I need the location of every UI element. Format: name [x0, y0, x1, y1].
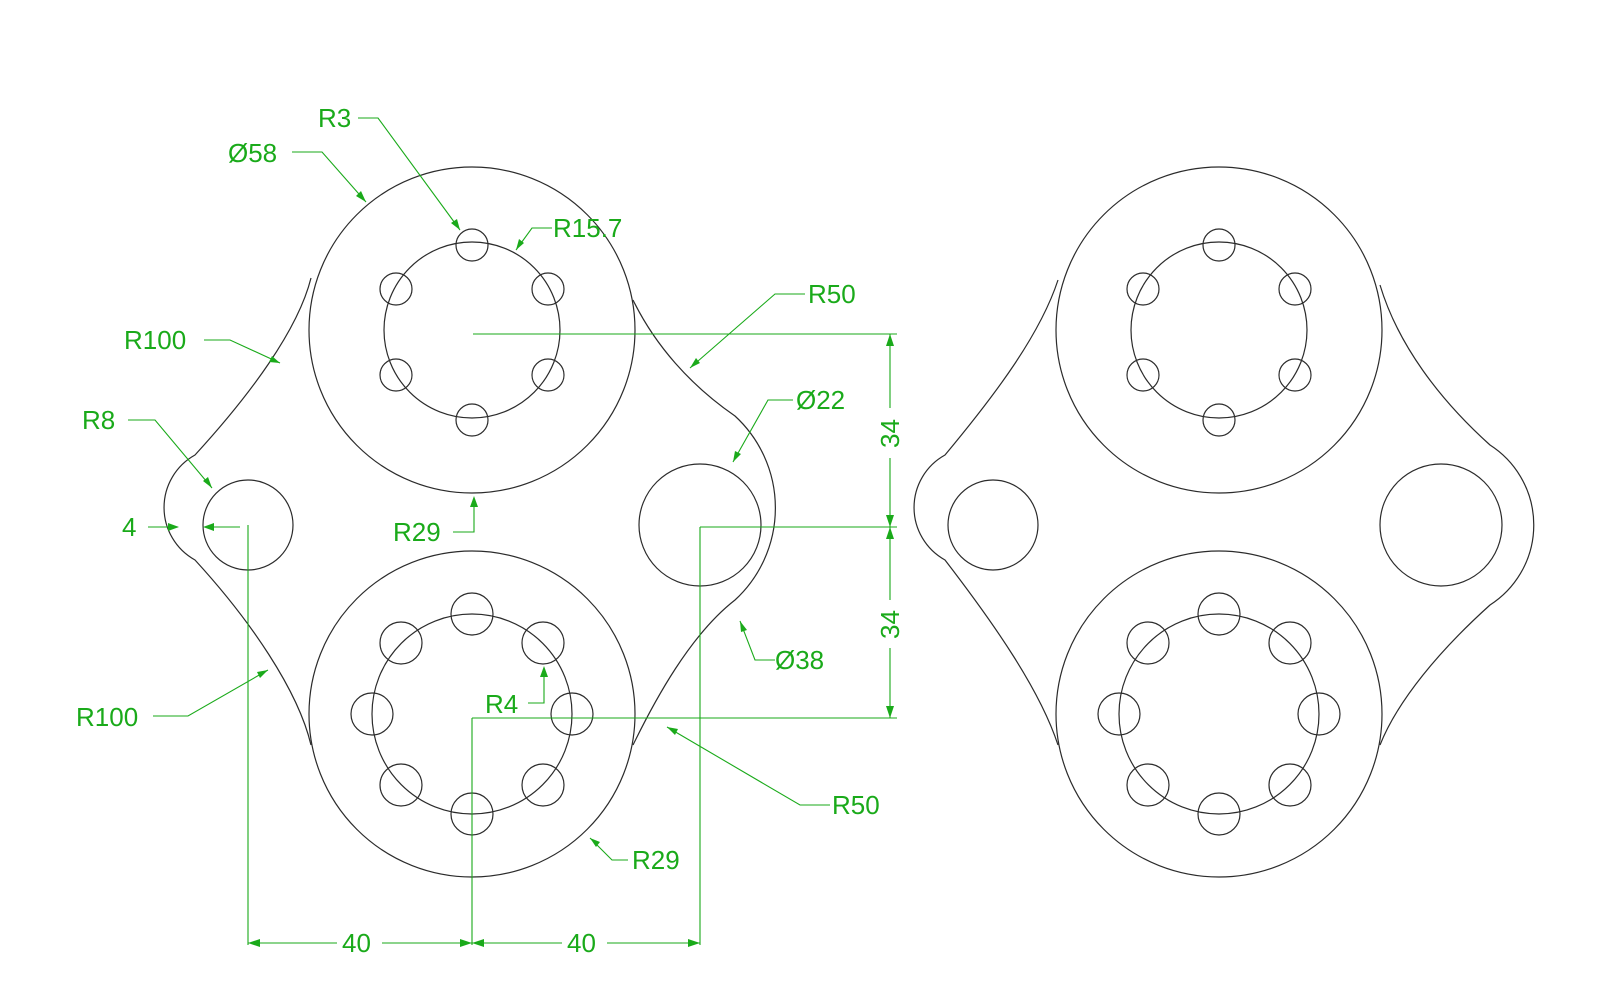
hdim-right-arrow-left — [472, 939, 484, 947]
left-top-hole — [379, 358, 413, 392]
right-top-small-holes — [1126, 228, 1312, 437]
r100-top-leader — [204, 339, 281, 364]
right-bottom-small-holes — [1097, 592, 1341, 836]
hdim-left-arrow-left — [248, 939, 260, 947]
r8-leader — [128, 419, 213, 489]
r3-leader — [358, 117, 461, 231]
hdim-right-arrow-right — [688, 939, 700, 947]
r50-bottom-arrowhead — [667, 727, 678, 735]
right-top-hole — [1202, 403, 1236, 437]
vdim-lower-arrow-bottom — [886, 706, 894, 718]
left-top-hole — [455, 403, 489, 437]
right-bottom-hole — [1126, 621, 1170, 665]
label-r15-7: R15.7 — [553, 213, 622, 243]
four-arrow-right — [203, 523, 214, 531]
right-outer-profile — [913, 279, 1535, 746]
right-bottom-hole — [1126, 763, 1170, 807]
hdim-left-arrow-right — [460, 939, 472, 947]
vdim-upper-arrow-top — [886, 334, 894, 346]
label-dia22: Ø22 — [796, 385, 845, 415]
r15-7-leader — [515, 227, 552, 251]
right-bottom-hole — [1197, 792, 1241, 836]
left-bottom-hole — [379, 621, 423, 665]
r50-bottom-leader — [666, 726, 830, 806]
left-bottom-hole — [521, 621, 565, 665]
r50-top-arrowhead — [690, 358, 700, 368]
four-arrow-left — [168, 523, 179, 531]
left-bottom-hole — [550, 692, 594, 736]
dia38-arrowhead — [740, 621, 747, 632]
left-outer-profile — [163, 277, 776, 746]
right-bottom-hole — [1297, 692, 1341, 736]
left-view-geometry — [163, 166, 776, 878]
label-r50-top: R50 — [808, 279, 856, 309]
label-r8: R8 — [82, 405, 115, 435]
r4-leader — [528, 670, 545, 704]
dia38-leader — [739, 620, 775, 661]
r50-top-leader — [689, 293, 805, 369]
dia58-leader — [292, 151, 367, 203]
label-r100-top: R100 — [124, 325, 186, 355]
right-top-hole — [1126, 272, 1160, 306]
right-bottom-hole — [1268, 763, 1312, 807]
right-bottom-hole — [1268, 621, 1312, 665]
dia22-leader — [732, 399, 793, 463]
label-r29-bottom: R29 — [632, 845, 680, 875]
vdim-upper-arrow-bottom — [886, 515, 894, 527]
r29-mid-arrowhead — [470, 496, 478, 507]
label-r29-mid: R29 — [393, 517, 441, 547]
right-top-boss-circle — [1055, 166, 1383, 494]
left-top-hole — [531, 272, 565, 306]
dimension-lines — [128, 117, 897, 947]
right-bottom-boss-circle — [1055, 550, 1383, 878]
dia58-arrowhead — [356, 191, 366, 202]
r100-bottom-leader — [153, 669, 269, 717]
left-bottom-hole — [521, 763, 565, 807]
dia22-arrowhead — [733, 451, 741, 462]
right-top-hole — [1278, 358, 1312, 392]
right-side-hole-left — [947, 479, 1039, 571]
right-top-hole — [1126, 358, 1160, 392]
dimension-labels: R3 Ø58 R15.7 R50 R100 Ø22 R8 4 R29 Ø38 R… — [76, 103, 905, 958]
label-four: 4 — [122, 512, 136, 542]
right-bottom-hole — [1097, 692, 1141, 736]
label-vdim-upper: 34 — [875, 419, 905, 448]
r100-top-arrowhead — [269, 356, 280, 363]
left-top-hole — [531, 358, 565, 392]
r29-bottom-arrowhead — [590, 838, 600, 847]
r15-7-arrowhead — [516, 239, 524, 250]
right-top-hole — [1202, 228, 1236, 262]
vdim-lower-arrow-top — [886, 527, 894, 539]
right-bottom-pitch-circle — [1118, 613, 1320, 815]
r29-mid-leader — [453, 500, 475, 533]
label-r100-bottom: R100 — [76, 702, 138, 732]
left-top-hole — [379, 272, 413, 306]
label-r50-bottom: R50 — [832, 790, 880, 820]
label-r4: R4 — [485, 689, 518, 719]
label-hdim-right: 40 — [567, 928, 596, 958]
r4-arrowhead — [540, 666, 548, 677]
r3-arrowhead — [451, 219, 460, 230]
right-side-hole-right — [1379, 463, 1503, 587]
label-vdim-lower: 34 — [875, 610, 905, 639]
label-hdim-left: 40 — [342, 928, 371, 958]
left-bottom-hole — [450, 592, 494, 636]
label-dia58: Ø58 — [228, 138, 277, 168]
left-top-boss-circle — [308, 166, 636, 494]
left-bottom-hole — [350, 692, 394, 736]
left-top-pitch-circle — [383, 241, 561, 419]
label-dia38: Ø38 — [775, 645, 824, 675]
label-r3: R3 — [318, 103, 351, 133]
right-bottom-hole — [1197, 592, 1241, 636]
right-top-hole — [1278, 272, 1312, 306]
left-top-small-holes — [379, 228, 565, 437]
left-top-hole — [455, 228, 489, 262]
left-bottom-hole — [379, 763, 423, 807]
right-view-geometry — [913, 166, 1535, 878]
right-top-pitch-circle — [1130, 241, 1308, 419]
r8-arrowhead — [203, 477, 212, 488]
r100-bottom-arrowhead — [257, 670, 268, 678]
